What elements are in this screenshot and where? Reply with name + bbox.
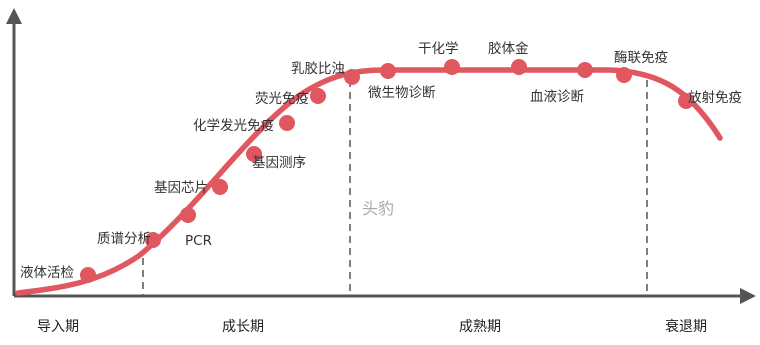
tech-marker-blood	[577, 62, 593, 78]
tech-label: 化学发光免疫	[193, 118, 274, 134]
tech-label: 干化学	[418, 41, 459, 57]
tech-marker-microbial	[380, 63, 396, 79]
tech-marker-fluorescence	[310, 88, 326, 104]
technology-labels: 液体活检 质谱分析 PCR 基因芯片 基因测序 化学发光免疫 荧光免疫 乳胶比浊…	[20, 40, 742, 281]
tech-label: PCR	[185, 233, 212, 249]
tech-label: 基因芯片	[154, 179, 208, 196]
tech-label: 胶体金	[488, 40, 529, 57]
x-axis-arrow-icon	[740, 288, 756, 304]
tech-marker-latex-turbidimetry	[344, 69, 360, 85]
tech-marker-chemiluminescence	[279, 115, 295, 131]
phase-label-decline: 衰退期	[665, 318, 707, 335]
phase-label-growth: 成长期	[222, 319, 264, 335]
phase-label-intro: 导入期	[37, 319, 79, 335]
tech-label: 质谱分析	[97, 231, 151, 247]
tech-label: 酶联免疫	[614, 50, 668, 66]
tech-label: 血液诊断	[530, 89, 584, 105]
tech-marker-gene-sequencing	[246, 146, 262, 162]
tech-marker-mass-spectrometry	[145, 232, 161, 248]
lifecycle-curve	[15, 67, 723, 296]
phase-label-mature: 成熟期	[459, 319, 501, 335]
tech-label: 放射免疫	[688, 90, 742, 106]
tech-label: 乳胶比浊	[291, 60, 345, 77]
watermark: 头豹	[362, 199, 394, 218]
phase-labels: 导入期 成长期 成熟期 衰退期	[37, 318, 707, 335]
tech-marker-radioimmunoassay	[678, 93, 694, 109]
tech-marker-gene-chip	[212, 179, 228, 195]
technology-markers	[80, 59, 694, 283]
tech-label: 荧光免疫	[255, 91, 309, 107]
tech-marker-liquid-biopsy	[80, 267, 96, 283]
tech-label: 液体活检	[20, 265, 74, 281]
tech-label: 基因测序	[252, 154, 306, 171]
tech-marker-dry-chemistry	[444, 59, 460, 75]
tech-marker-colloidal-gold	[511, 59, 527, 75]
tech-marker-pcr	[180, 207, 196, 223]
tech-marker-elisa	[616, 67, 632, 83]
tech-label: 微生物诊断	[368, 85, 436, 101]
y-axis-arrow-icon	[6, 8, 22, 24]
